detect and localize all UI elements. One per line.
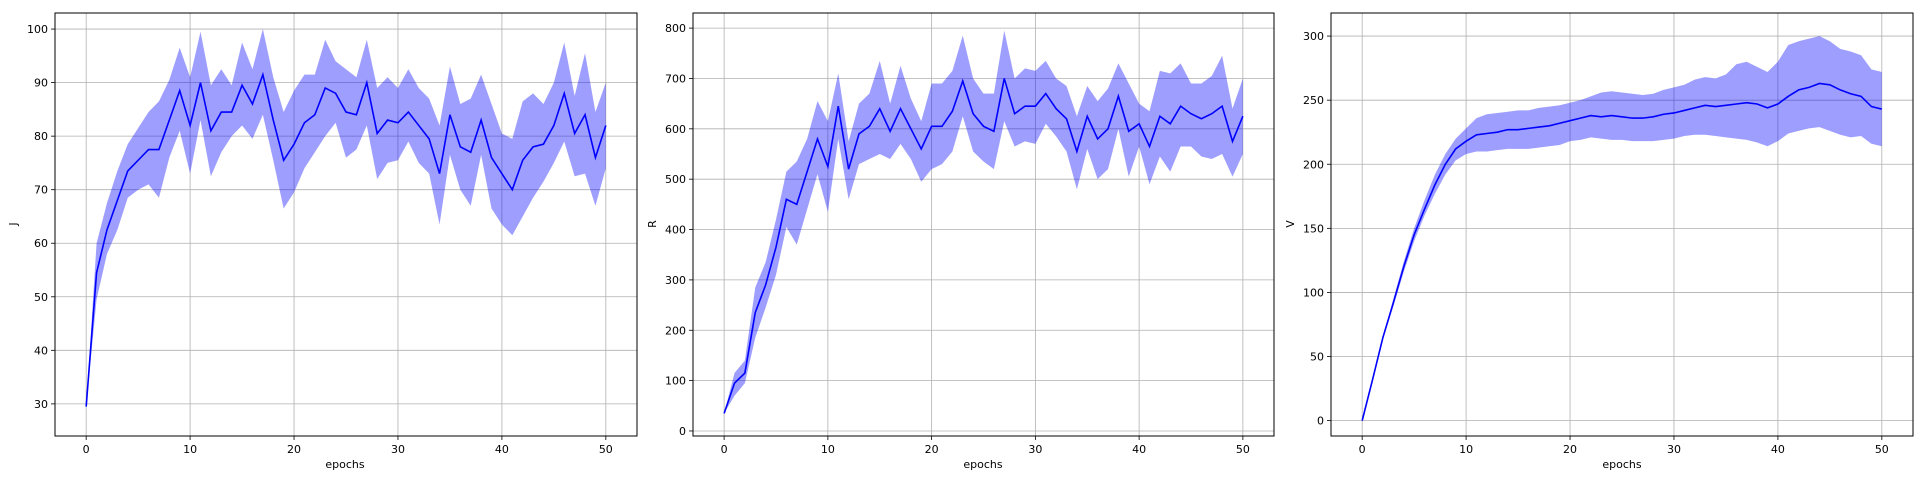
panel-r-ylabel: R <box>646 220 659 228</box>
panel-v-ytick-label: 250 <box>1303 94 1324 107</box>
panel-r-axes-frame <box>692 12 1275 437</box>
panel-r-chart: epochs R 0 10 20 30 40 5001002003004005006007… <box>646 12 1275 471</box>
panel-j-ytick-label: 70 <box>34 184 48 197</box>
panel-r-xtick-label: 10 <box>821 443 835 456</box>
panel-j-xtick-label: 20 <box>287 443 301 456</box>
panel-r-ytick-label: 600 <box>665 123 686 136</box>
panel-r-ytick-label: 200 <box>665 324 686 337</box>
panel-v-xtick-label: 10 <box>1459 443 1473 456</box>
panel-v-xtick-label: 0 <box>1359 443 1366 456</box>
panel-r-ytick-label: 800 <box>665 22 686 35</box>
panel-v-mean-line <box>1361 82 1883 421</box>
panel-v-ytick-label: 0 <box>1317 415 1324 428</box>
panel-r-ytick-label: 100 <box>665 375 686 388</box>
panel-j-ytick-label: 100 <box>27 23 48 36</box>
panel-j-xtick-label: 50 <box>599 443 613 456</box>
panel-v-ytick-label: 200 <box>1303 158 1324 171</box>
panel-r-xtick-label: 40 <box>1132 443 1146 456</box>
panel-v-xlabel: epochs <box>1602 458 1641 471</box>
panel-j-xtick-label: 30 <box>391 443 405 456</box>
panel-j-ytick-label: 30 <box>34 398 48 411</box>
panel-j-ytick-label: 50 <box>34 291 48 304</box>
panel-j-xtick-label: 0 <box>83 443 90 456</box>
panel-j-mean-line <box>85 71 607 407</box>
panel-v-ytick-label: 150 <box>1303 222 1324 235</box>
panel-r-ytick-label: 500 <box>665 173 686 186</box>
panel-j-ytick-label: 90 <box>34 77 48 90</box>
panel-j-ytick-label: 80 <box>34 130 48 143</box>
panel-r-std-band <box>724 30 1243 414</box>
panel-r-xtick-label: 20 <box>925 443 939 456</box>
panel-v-ytick-label: 300 <box>1303 30 1324 43</box>
panel-j-xtick-label: 10 <box>183 443 197 456</box>
panel-r-xtick-label: 0 <box>721 443 728 456</box>
panel-r-xtick-label: 30 <box>1028 443 1042 456</box>
panel-j-chart: epochs J 0 10 20 30 40 50 30 40 50 60 70 80 90 100 <box>7 12 638 471</box>
panel-j-ylabel: J <box>7 222 20 226</box>
panel-j-xtick-label: 40 <box>495 443 509 456</box>
panel-v-ytick-label: 50 <box>1310 351 1324 364</box>
panel-v-chart: epochs V 0 10 20 30 40 50 0 50 100 150 200 250 300 <box>1284 12 1914 471</box>
panel-r-xtick-label: 50 <box>1236 443 1250 456</box>
panel-j-std-band <box>86 29 606 407</box>
panel-r-ytick-label: 400 <box>665 224 686 237</box>
panel-r-ytick-label: 0 <box>679 425 686 438</box>
panel-v-xtick-label: 40 <box>1771 443 1785 456</box>
panel-v-ylabel: V <box>1284 220 1297 228</box>
panel-j-xlabel: epochs <box>325 458 364 471</box>
panel-r-mean-line <box>723 78 1244 414</box>
panel-r-xlabel: epochs <box>963 458 1002 471</box>
panel-j-ytick-label: 60 <box>34 237 48 250</box>
panel-r-ytick-label: 700 <box>665 72 686 85</box>
panel-v-xtick-label: 30 <box>1667 443 1681 456</box>
panel-v-xtick-label: 50 <box>1875 443 1889 456</box>
panel-r-ytick-label: 300 <box>665 274 686 287</box>
panel-v-axes-frame <box>1330 12 1914 437</box>
panel-v-xtick-label: 20 <box>1563 443 1577 456</box>
panel-v-ytick-label: 100 <box>1303 286 1324 299</box>
panel-j-axes-frame <box>54 12 638 437</box>
panel-j-ytick-label: 40 <box>34 344 48 357</box>
